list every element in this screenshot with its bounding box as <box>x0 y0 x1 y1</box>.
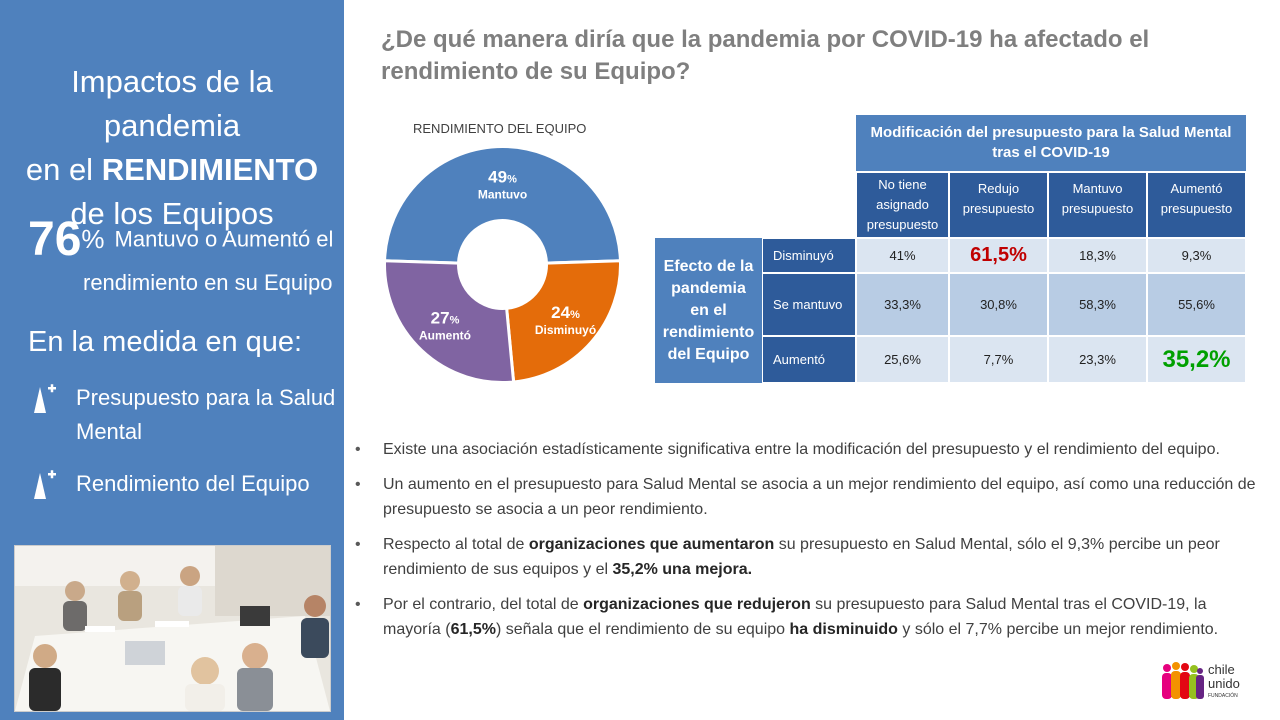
left-title-line1: Impactos de la pandemia <box>71 64 273 143</box>
left-title-line2: en el RENDIMIENTO <box>25 152 319 187</box>
table-col-header: Redujo presupuesto <box>949 172 1048 238</box>
table-col-header: No tiene asignado presupuesto <box>856 172 949 238</box>
headline-stat-text1: Mantuvo o Aumentó el <box>114 226 334 252</box>
left-title: Impactos de la pandemia en el RENDIMIENT… <box>0 60 344 236</box>
finding-item: Respecto al total de organizaciones que … <box>355 532 1260 582</box>
chile-unido-logo: chile unido FUNDACIÓN <box>1162 662 1240 699</box>
donut-slice-aumentó <box>383 259 516 384</box>
headline-stat-percent: % <box>81 224 105 254</box>
donut-slice-disminuyó <box>505 259 622 384</box>
table-cell: 33,3% <box>856 273 949 336</box>
donut-category-label: Aumentó <box>419 329 471 343</box>
headline-stat-text2: rendimiento en su Equipo <box>83 270 333 295</box>
table-col-header: Aumentó presupuesto <box>1147 172 1246 238</box>
arrow-item-label: Rendimiento del Equipo <box>76 471 310 496</box>
table-row-group-label: Efecto de la pandemia en el rendimiento … <box>655 238 762 383</box>
finding-item: Un aumento en el presupuesto para Salud … <box>355 472 1260 522</box>
logo-text-line1: chile <box>1208 662 1235 677</box>
table-cell: 55,6% <box>1147 273 1246 336</box>
table-cell: 41% <box>856 238 949 273</box>
table-col-header: Mantuvo presupuesto <box>1048 172 1147 238</box>
table-row-label: Se mantuvo <box>762 273 856 336</box>
table-cell: 25,6% <box>856 336 949 383</box>
table-cell: 23,3% <box>1048 336 1147 383</box>
chart-title: RENDIMIENTO DEL EQUIPO <box>413 121 587 136</box>
table-cell: 18,3% <box>1048 238 1147 273</box>
logo-text-line3: FUNDACIÓN <box>1208 692 1238 699</box>
donut-slice-mantuvo <box>383 145 622 265</box>
left-title-line3: de los Equipos <box>70 196 274 231</box>
table-cell: 7,7% <box>949 336 1048 383</box>
donut-category-label: Mantuvo <box>478 188 527 202</box>
table-cell-highlight-green: 35,2% <box>1147 336 1246 383</box>
arrow-up-plus-icon <box>34 470 56 499</box>
team-meeting-photo <box>14 545 331 712</box>
arrow-item-label: Presupuesto para la Salud Mental <box>76 385 336 444</box>
table-cell-highlight-red: 61,5% <box>949 238 1048 273</box>
arrow-up-plus-icon <box>34 384 56 413</box>
medida-heading: En la medida en que: <box>28 326 303 358</box>
headline-stat: 76% Mantuvo o Aumentó el rendimiento en s… <box>28 212 338 295</box>
donut-category-label: Disminuyó <box>535 323 596 337</box>
table-title: Modificación del presupuesto para la Sal… <box>856 115 1246 171</box>
table-cell: 58,3% <box>1048 273 1147 336</box>
headline-stat-number: 76 <box>28 213 82 266</box>
findings-list: Existe una asociación estadísticamente s… <box>355 437 1260 652</box>
table-cell: 30,8% <box>949 273 1048 336</box>
finding-item: Por el contrario, del total de organizac… <box>355 592 1260 642</box>
page-question: ¿De qué manera diría que la pandemia por… <box>381 26 1150 85</box>
table-row-label: Aumentó <box>762 336 856 383</box>
left-panel: Impactos de la pandemia en el RENDIMIENT… <box>0 0 344 720</box>
finding-item: Existe una asociación estadísticamente s… <box>355 437 1260 462</box>
table-row-label: Disminuyó <box>762 238 856 273</box>
left-title-bold: RENDIMIENTO <box>101 152 319 187</box>
logo-text-line2: unido <box>1208 676 1240 691</box>
table-cell: 9,3% <box>1147 238 1246 273</box>
